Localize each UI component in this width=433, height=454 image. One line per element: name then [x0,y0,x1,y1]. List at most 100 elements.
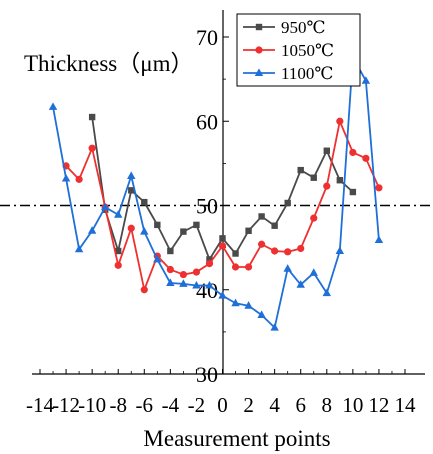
data-point [375,184,383,192]
legend-swatch-marker [255,23,263,31]
data-point [206,256,213,263]
data-point [244,301,253,309]
data-point [336,177,344,184]
data-point [75,175,83,183]
data-point [179,279,188,287]
x-tick-label: -6 [136,393,154,417]
x-tick-label: -12 [52,393,80,417]
x-tick-label: -14 [26,393,54,417]
data-point [205,260,214,268]
data-point [141,198,148,206]
data-point [258,240,266,248]
x-tick-label: 6 [295,393,306,417]
data-point [297,166,304,174]
series-layer [48,52,384,331]
data-point [218,242,227,250]
data-point [361,76,371,84]
data-point [87,226,97,234]
legend-entry: 950℃ [243,18,326,37]
data-point [362,154,370,162]
x-tick-label: 2 [243,393,254,417]
legend-label: 1050℃ [281,41,334,60]
data-point [231,263,240,271]
data-point [284,199,291,207]
data-point [114,261,122,269]
data-point [140,227,149,235]
x-tick-label: -10 [78,393,106,417]
data-point [180,228,187,235]
data-point [166,265,174,274]
data-point [258,213,265,220]
data-point [270,323,279,331]
y-tick-label: 30 [196,362,218,387]
x-tick-label: -8 [109,393,127,417]
data-point [127,171,136,180]
y-tick-label: 60 [196,109,218,134]
data-point [271,222,278,229]
data-point [245,227,252,234]
data-point [257,310,266,319]
y-tick-label: 50 [196,194,218,219]
x-tick-label: 14 [395,393,417,417]
data-point [154,221,161,229]
data-point [231,298,240,307]
data-point [322,288,331,297]
data-point [192,280,201,289]
data-point [232,250,239,257]
x-axis-title: Measurement points [143,426,330,451]
legend-entry: 1100℃ [243,64,333,83]
data-point [309,268,318,276]
legend-label: 950℃ [281,18,326,37]
data-point [219,235,226,242]
y-tick-label: 40 [196,278,218,303]
data-point [218,291,227,299]
x-tick-label: 4 [269,393,280,417]
legend: 950℃ 1050℃ 1100℃ [236,13,361,87]
x-tick-label: -2 [188,393,206,417]
series-circle [62,117,383,294]
data-point [61,173,71,182]
legend-label: 1100℃ [281,64,333,83]
data-point [310,174,317,181]
data-point [335,246,345,254]
data-point [100,202,110,211]
data-point [115,247,122,255]
x-tick-label: 10 [342,393,363,417]
data-point [48,102,58,110]
data-point [283,264,292,272]
data-point [349,148,357,157]
data-point [140,286,148,294]
data-point [349,188,357,196]
legend-swatch-marker [255,46,263,54]
data-point [166,278,175,287]
data-point [271,247,279,255]
data-point [244,263,253,271]
data-point [179,270,187,279]
data-point [323,147,330,154]
data-point [284,248,292,256]
data-point [153,254,162,263]
data-point [128,187,135,194]
axes-layer: -14-12-10 -8 -6 -4 -2 0 2 4 6 8 10 12 14 30 40 50 60 70 [26,10,425,417]
data-point [310,214,318,222]
data-point [336,117,344,125]
legend-entry: 1050℃ [243,41,334,60]
data-point [297,244,305,253]
y-axis-title: Thickness（μm） [24,51,193,76]
data-point [167,247,174,255]
data-point [374,235,384,244]
series-triangle [48,52,384,331]
x-tick-label: 8 [322,393,333,417]
legend-swatch-marker [254,68,264,76]
x-tick-label: 0 [217,393,228,417]
data-point [74,244,84,253]
data-point [205,280,214,289]
data-point [296,280,305,288]
data-point [114,210,123,218]
x-tick-label: -4 [162,393,180,417]
data-point [88,144,96,152]
x-tick-label: 12 [368,393,389,417]
y-tick-label: 70 [196,25,218,50]
data-point [88,113,96,121]
